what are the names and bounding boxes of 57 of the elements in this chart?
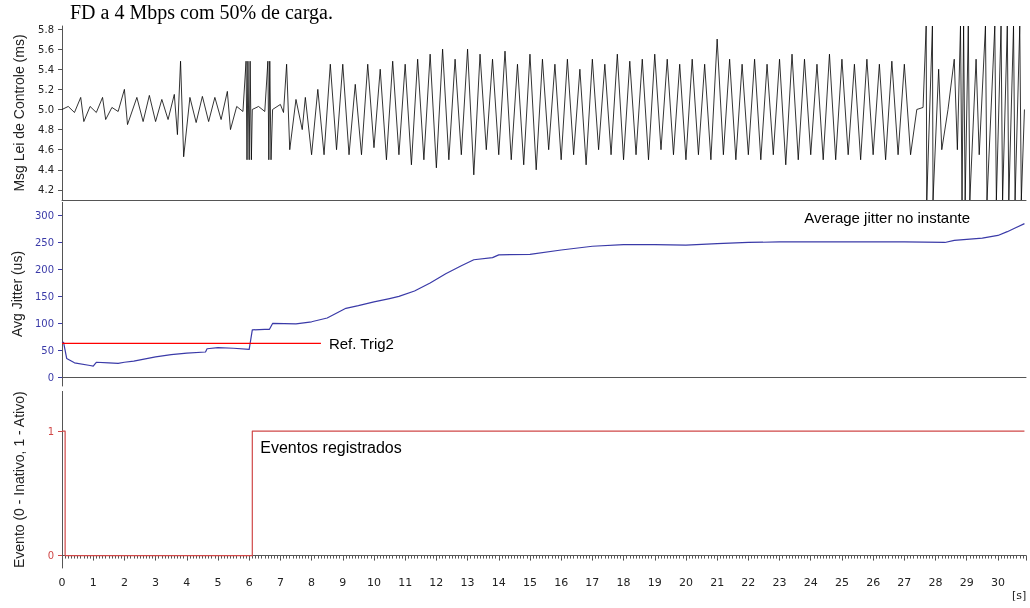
x-tick-label: 0 (58, 576, 66, 589)
x-tick-label: 1 (89, 576, 97, 589)
y-axis-title: Msg Lei de Controle (ms) (11, 34, 27, 192)
x-tick-label: 9 (339, 576, 347, 589)
x-tick-label: 20 (678, 576, 693, 589)
x-tick-label: 15 (522, 576, 537, 589)
x-tick-label: 10 (366, 576, 381, 589)
x-tick-label: 17 (585, 576, 600, 589)
x-tick-label: 2 (120, 576, 128, 589)
x-axis-title: [s] (1012, 588, 1027, 602)
annotation: Average jitter no instante (804, 209, 971, 226)
y-tick-label: 250 (34, 236, 54, 248)
x-tick-label: 30 (990, 576, 1005, 589)
y-tick-label: 0 (47, 550, 54, 562)
x-tick-label: 19 (647, 576, 662, 589)
y-tick-label: 4.6 (38, 144, 54, 156)
x-tick-label: 7 (276, 576, 284, 589)
y-tick-label: 100 (34, 317, 54, 329)
annotation: Eventos registrados (260, 438, 402, 456)
y-tick-label: 300 (34, 209, 54, 221)
y-axis-title: Avg Jitter (us) (9, 250, 26, 338)
x-tick-label: 5 (214, 576, 222, 589)
y-axis-title: Evento (0 - Inativo, 1 - Ativo) (11, 391, 27, 569)
x-tick-label: 16 (554, 576, 569, 589)
chart-title: FD a 4 Mbps com 50% de carga. (69, 0, 333, 24)
x-tick-label: 29 (959, 576, 974, 589)
x-tick-label: 27 (897, 576, 912, 589)
x-tick-label: 13 (460, 576, 475, 589)
y-tick-label: 4.2 (38, 184, 54, 196)
x-tick-label: 3 (152, 576, 160, 589)
x-tick-label: 11 (398, 576, 413, 589)
x-tick-label: 28 (928, 576, 943, 589)
y-tick-label: 5.2 (38, 83, 54, 95)
x-tick-label: 22 (741, 576, 756, 589)
y-tick-label: 50 (41, 344, 54, 356)
x-tick-label: 26 (866, 576, 881, 589)
x-tick-label: 4 (183, 576, 191, 589)
y-tick-label: 4.4 (38, 164, 54, 176)
x-tick-label: 14 (491, 576, 506, 589)
y-tick-label: 5.0 (38, 103, 54, 115)
y-tick-label: 0 (47, 371, 54, 383)
y-tick-label: 5.6 (38, 43, 54, 55)
y-tick-label: 5.8 (38, 23, 54, 35)
y-tick-label: 1 (47, 425, 54, 437)
y-tick-label: 200 (34, 263, 54, 275)
y-tick-label: 4.8 (38, 124, 54, 136)
x-tick-label: 12 (429, 576, 444, 589)
x-tick-label: 8 (308, 576, 316, 589)
x-tick-label: 24 (803, 576, 818, 589)
x-tick-label: 23 (772, 576, 787, 589)
x-tick-label: 21 (710, 576, 725, 589)
x-tick-label: 18 (616, 576, 631, 589)
x-tick-label: 6 (245, 576, 253, 589)
y-tick-label: 150 (34, 290, 54, 302)
series-label: Ref. Trig2 (328, 334, 394, 352)
y-tick-label: 5.4 (38, 63, 54, 75)
x-tick-label: 25 (834, 576, 849, 589)
